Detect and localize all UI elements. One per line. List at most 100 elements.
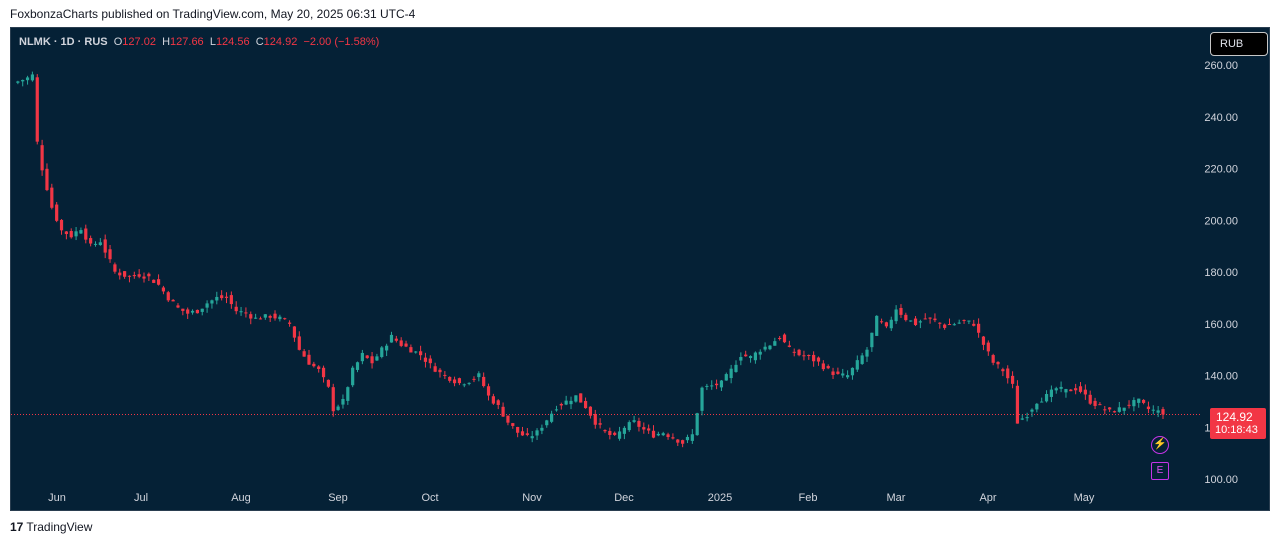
currency-button[interactable]: RUB (1210, 32, 1268, 56)
candle-body (244, 312, 248, 314)
candle-body (1127, 404, 1131, 406)
y-tick-label: 140.00 (1204, 371, 1238, 383)
candle-body (787, 345, 791, 347)
candle-body (108, 249, 112, 260)
candle-body (380, 347, 384, 357)
published-by-line: FoxbonzaCharts published on TradingView.… (10, 7, 416, 21)
candle-body (137, 274, 141, 277)
x-tick-label: Aug (231, 492, 251, 504)
candle-body (768, 345, 772, 350)
lightning-icon[interactable]: ⚡ (1151, 436, 1169, 454)
earnings-icon[interactable]: E (1151, 462, 1169, 480)
candle-body (831, 371, 835, 375)
candle-body (312, 363, 316, 367)
candle-body (385, 345, 389, 351)
candle-body (404, 343, 408, 347)
candle-body (482, 376, 486, 387)
candle-body (64, 231, 68, 235)
candle-body (622, 427, 626, 434)
candle-body (797, 349, 801, 356)
candle-body (1146, 406, 1151, 410)
candle-body (875, 315, 879, 336)
candle-body (278, 316, 282, 320)
candle-body (1064, 389, 1068, 393)
candle-body (365, 355, 369, 359)
candle-body (399, 340, 403, 346)
candle-body (826, 366, 830, 369)
candle-body (642, 427, 646, 430)
candle-body (45, 168, 49, 191)
candle-body (598, 423, 602, 425)
candle-body (603, 430, 607, 432)
y-tick-label: 200.00 (1204, 215, 1238, 227)
candle-body (346, 387, 350, 401)
legend-symbol[interactable]: NLMK · 1D · RUS (19, 36, 108, 48)
legend-close-value: 124.92 (263, 36, 298, 48)
candle-body (637, 420, 641, 427)
candle-body (336, 406, 340, 410)
candlestick-chart[interactable]: 260.00 240.00 220.00 200.00 180.00 160.00 140.… (11, 28, 1269, 510)
candle-body (1122, 407, 1126, 411)
candle-body (651, 430, 656, 438)
candle-body (1132, 400, 1136, 407)
legend-high-label: H (162, 36, 171, 48)
candle-body (1015, 385, 1020, 424)
candle-body (287, 322, 292, 324)
candle-body (30, 74, 35, 81)
candle-body (1040, 401, 1044, 403)
candle-body (748, 356, 753, 359)
candle-body (69, 231, 73, 238)
candle-body (457, 378, 462, 384)
candle-body (307, 354, 311, 365)
candle-body (506, 415, 510, 423)
candle-body (520, 431, 525, 436)
candle-body (414, 351, 418, 353)
candle-body (812, 354, 816, 362)
candle-body (1059, 386, 1063, 389)
candle-body (1001, 369, 1005, 372)
candle-body (98, 242, 102, 246)
candle-body (486, 386, 491, 396)
candle-body (428, 358, 432, 364)
candle-body (423, 357, 428, 362)
candle-body (239, 311, 243, 313)
candle-body (462, 384, 466, 386)
candle-body (855, 360, 859, 370)
candle-body (550, 413, 554, 422)
candle-body (841, 373, 845, 376)
candle-body (302, 351, 306, 357)
candle-body (836, 371, 840, 374)
x-tick-label: Nov (522, 492, 542, 504)
candle-body (700, 387, 704, 411)
candle-body (438, 369, 442, 373)
candle-body (268, 315, 272, 318)
candle-body (360, 352, 364, 362)
candle-body (870, 332, 874, 348)
x-tick-label: Dec (614, 492, 634, 504)
candle-body (671, 437, 675, 439)
x-tick-label: Jun (48, 492, 66, 504)
tradingview-footer[interactable]: 17 TradingView (10, 520, 92, 534)
candle-body (1069, 389, 1073, 392)
candle-body (326, 379, 331, 387)
candle-body (186, 309, 190, 314)
candle-body (1030, 409, 1034, 412)
candle-body (962, 319, 966, 321)
candle-body (258, 318, 263, 320)
candle-body (792, 351, 796, 353)
y-tick-label: 220.00 (1204, 164, 1238, 176)
candle-body (879, 321, 884, 323)
candle-body (904, 314, 908, 321)
candle-body (448, 376, 452, 381)
candle-body (147, 273, 151, 277)
legend-open-value: 127.02 (122, 36, 156, 48)
candle-body (967, 320, 971, 322)
candle-body (452, 379, 457, 384)
candle-body (632, 420, 636, 422)
candle-body (171, 299, 175, 302)
candle-body (501, 406, 505, 417)
candle-body (923, 318, 927, 320)
candle-body (540, 427, 544, 431)
y-tick-label: 180.00 (1204, 267, 1238, 279)
chart-panel[interactable]: 260.00 240.00 220.00 200.00 180.00 160.00 140.… (10, 27, 1270, 511)
